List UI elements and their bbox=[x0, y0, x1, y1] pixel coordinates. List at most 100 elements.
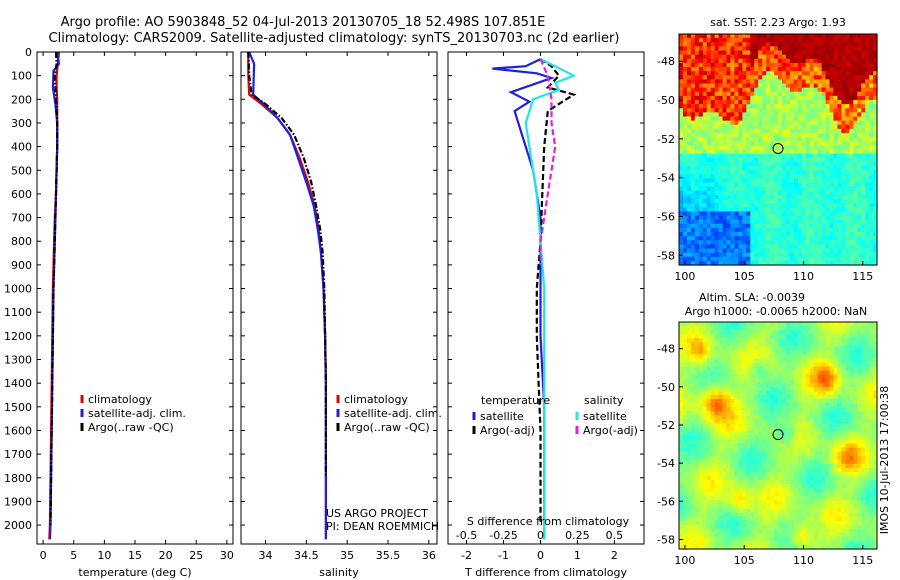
map-cell bbox=[781, 431, 787, 437]
map-cell bbox=[754, 116, 759, 122]
map-cell bbox=[738, 366, 743, 372]
map-cell bbox=[841, 178, 846, 184]
map-cell bbox=[742, 399, 747, 404]
map-cell bbox=[805, 207, 811, 212]
map-cell bbox=[686, 382, 692, 388]
map-cell bbox=[762, 71, 767, 76]
map-cell bbox=[805, 326, 811, 331]
map-cell bbox=[793, 411, 799, 416]
map-cell bbox=[781, 342, 787, 347]
map-cell bbox=[722, 476, 728, 481]
map-cell bbox=[825, 71, 831, 76]
map-cell bbox=[869, 153, 874, 159]
map-cell bbox=[809, 133, 815, 138]
map-cell bbox=[726, 403, 732, 408]
map-cell bbox=[758, 350, 763, 356]
map-cell bbox=[702, 451, 708, 457]
map-cell bbox=[694, 112, 700, 118]
map-cell bbox=[714, 443, 720, 449]
map-cell bbox=[853, 354, 858, 360]
map-cell bbox=[690, 370, 696, 376]
map-cell bbox=[742, 124, 747, 130]
map-cell bbox=[809, 128, 815, 134]
map-cell bbox=[718, 467, 724, 473]
map-cell bbox=[682, 358, 688, 364]
map-cell bbox=[833, 178, 838, 184]
map-cell bbox=[758, 157, 763, 163]
map-cell bbox=[789, 419, 795, 424]
map-cell bbox=[801, 256, 807, 262]
map-cell bbox=[702, 374, 708, 380]
map-cell bbox=[849, 227, 854, 233]
map-cell bbox=[690, 386, 696, 392]
map-cell bbox=[738, 182, 743, 188]
map-cell bbox=[861, 399, 866, 404]
map-cell bbox=[778, 423, 783, 428]
map-cell bbox=[785, 403, 791, 408]
map-cell bbox=[849, 451, 854, 457]
s-tick-label: -0.25 bbox=[489, 529, 517, 542]
map-cell bbox=[726, 166, 732, 171]
map-cell bbox=[718, 137, 724, 142]
map-cell bbox=[750, 467, 755, 473]
map-cell bbox=[778, 95, 783, 101]
map-cell bbox=[734, 62, 739, 68]
map-cell bbox=[797, 211, 803, 217]
map-cell bbox=[710, 467, 716, 473]
map-cell bbox=[710, 186, 716, 192]
map-cell bbox=[750, 166, 755, 171]
map-cell bbox=[821, 100, 827, 105]
map-cell bbox=[730, 370, 736, 376]
map-cell bbox=[837, 407, 842, 412]
map-cell bbox=[869, 79, 874, 85]
map-cell bbox=[829, 334, 835, 339]
map-cell bbox=[781, 112, 787, 118]
map-cell bbox=[682, 83, 688, 89]
map-cell bbox=[762, 116, 767, 122]
map-cell bbox=[837, 256, 842, 262]
map-cell bbox=[869, 423, 874, 428]
map-cell bbox=[873, 378, 878, 384]
map-cell bbox=[698, 54, 704, 60]
map-cell bbox=[690, 128, 696, 134]
map-cell bbox=[770, 260, 775, 266]
map-cell bbox=[861, 95, 866, 101]
map-cell bbox=[742, 467, 747, 473]
map-cell bbox=[698, 244, 704, 250]
map-cell bbox=[821, 338, 827, 343]
map-cell bbox=[778, 83, 783, 89]
map-cell bbox=[754, 71, 759, 76]
map-cell bbox=[766, 374, 771, 380]
map-cell bbox=[801, 186, 807, 192]
map-cell bbox=[774, 248, 779, 254]
map-cell bbox=[754, 322, 759, 327]
map-cell bbox=[758, 71, 763, 76]
map-cell bbox=[710, 427, 716, 433]
map-cell bbox=[690, 120, 696, 126]
map-cell bbox=[785, 382, 791, 388]
map-cell bbox=[873, 137, 878, 142]
map-cell bbox=[762, 87, 767, 93]
map-cell bbox=[861, 34, 866, 39]
map-cell bbox=[770, 133, 775, 138]
map-cell bbox=[813, 248, 819, 254]
map-cell bbox=[869, 431, 874, 437]
map-cell bbox=[813, 153, 819, 159]
map-cell bbox=[682, 322, 688, 327]
map-cell bbox=[718, 46, 724, 52]
map-cell bbox=[793, 223, 799, 229]
map-cell bbox=[789, 322, 795, 327]
map-cell bbox=[805, 407, 811, 412]
legend-label: satellite bbox=[480, 410, 524, 423]
map-cell bbox=[690, 476, 696, 481]
map-cell bbox=[861, 326, 866, 331]
map-cell bbox=[849, 190, 854, 196]
map-cell bbox=[849, 459, 854, 465]
map-cell bbox=[821, 215, 827, 221]
map-cell bbox=[817, 211, 823, 217]
map-cell bbox=[865, 153, 870, 159]
map-cell bbox=[833, 108, 838, 113]
map-cell bbox=[785, 378, 791, 384]
map-cell bbox=[718, 95, 724, 101]
